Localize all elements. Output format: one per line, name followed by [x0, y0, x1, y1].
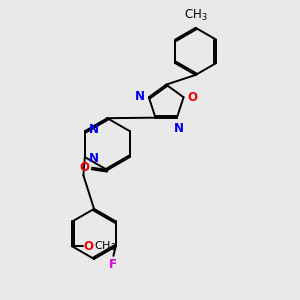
Text: O: O [83, 240, 93, 253]
Text: CH$_3$: CH$_3$ [184, 8, 208, 22]
Text: N: N [173, 122, 183, 135]
Text: N: N [89, 152, 99, 165]
Text: CH$_3$: CH$_3$ [94, 239, 116, 253]
Text: N: N [89, 124, 99, 136]
Text: F: F [110, 258, 117, 271]
Text: O: O [80, 161, 90, 174]
Text: N: N [135, 90, 145, 103]
Text: O: O [188, 91, 198, 104]
